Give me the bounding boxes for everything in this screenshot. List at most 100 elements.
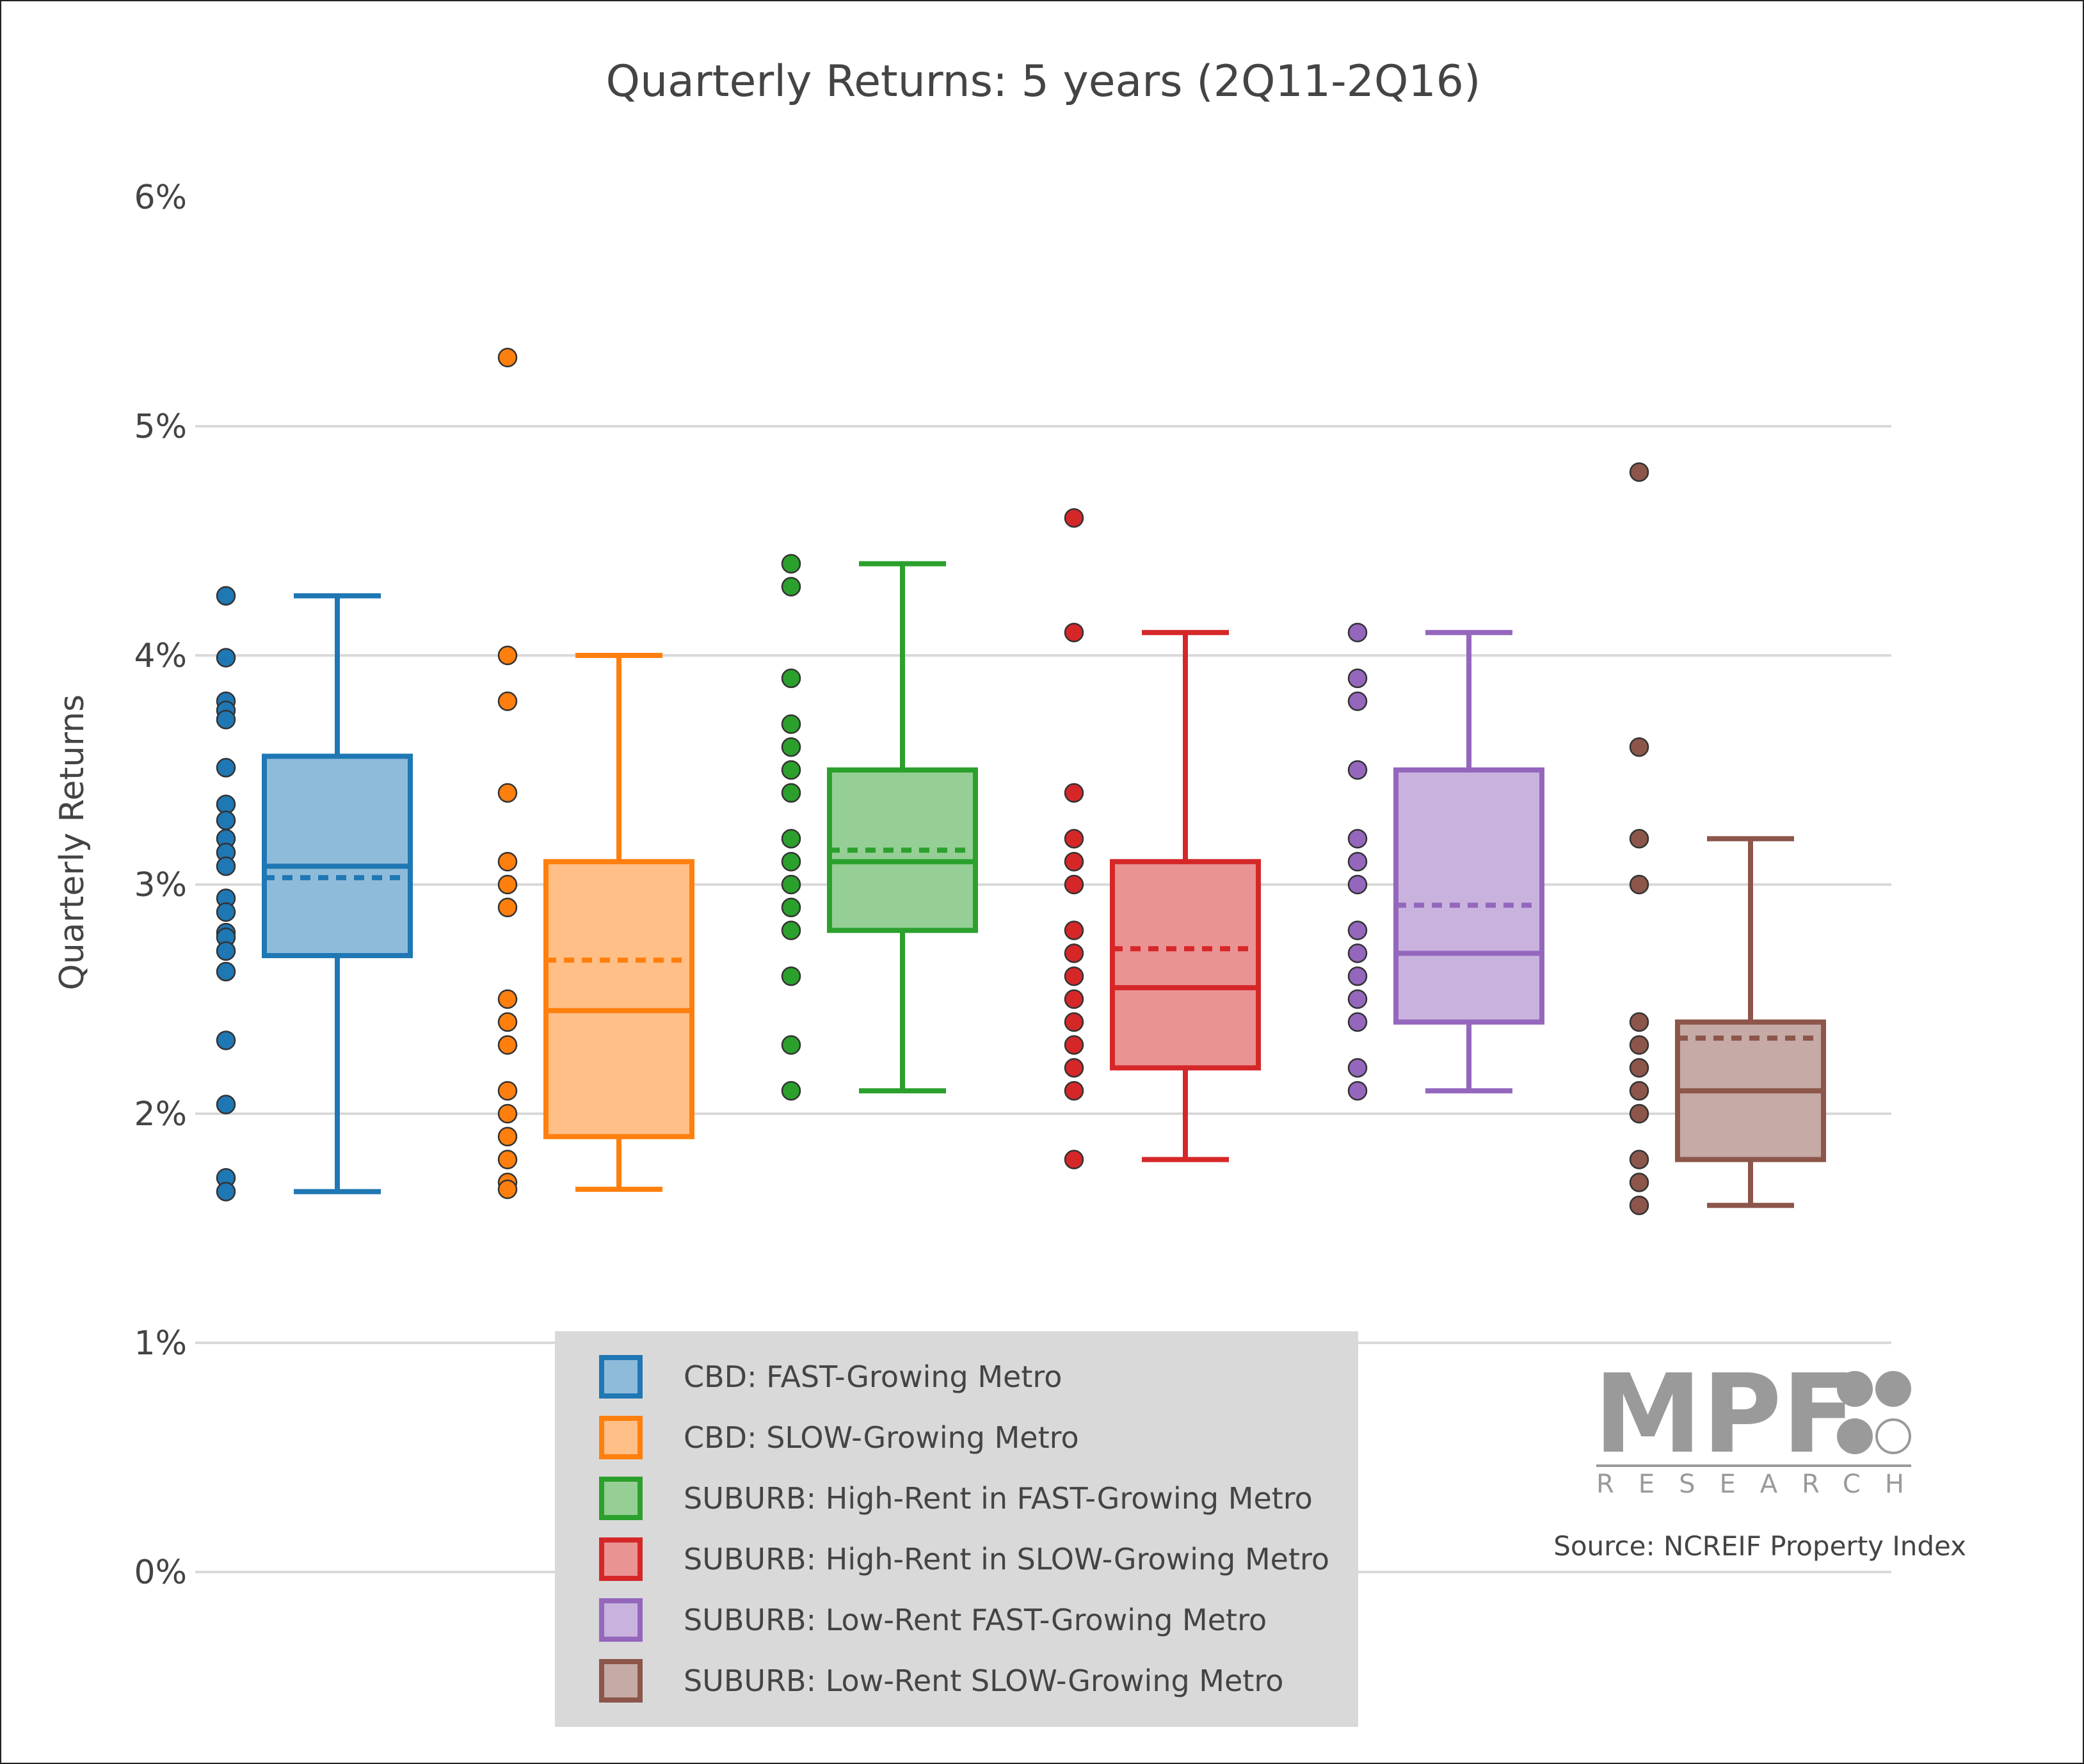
data-point <box>1064 943 1084 963</box>
data-point <box>1064 874 1084 895</box>
data-point <box>1347 966 1368 986</box>
box-iqr <box>543 859 694 1139</box>
data-point <box>1347 943 1368 963</box>
data-point <box>1347 1012 1368 1032</box>
data-point <box>497 691 518 711</box>
data-point <box>1064 622 1084 643</box>
data-point <box>1629 874 1649 895</box>
data-point <box>1629 829 1649 849</box>
data-point <box>1629 1103 1649 1124</box>
data-point <box>1629 737 1649 757</box>
data-point <box>497 348 518 367</box>
data-point <box>497 851 518 872</box>
data-point <box>1347 622 1368 643</box>
y-tick-label: 5% <box>134 408 188 446</box>
data-point <box>497 1127 518 1147</box>
data-point <box>216 810 236 831</box>
box-group-3 <box>781 554 978 1101</box>
legend-background <box>555 1331 1358 1727</box>
data-point <box>216 941 236 961</box>
legend-entry-label: CBD: SLOW-Growing Metro <box>684 1420 1079 1455</box>
data-point <box>1347 829 1368 849</box>
data-point <box>1629 1173 1649 1192</box>
logo-dot-icon <box>1837 1418 1873 1454</box>
data-point <box>216 1030 236 1050</box>
data-point <box>781 760 801 780</box>
data-point <box>1347 691 1368 711</box>
data-point <box>1064 1012 1084 1032</box>
legend-entry-label: SUBURB: Low-Rent SLOW-Growing Metro <box>684 1664 1283 1698</box>
data-point <box>497 1035 518 1055</box>
data-point <box>781 1035 801 1055</box>
data-point <box>497 1012 518 1032</box>
data-point <box>497 989 518 1009</box>
data-point <box>1347 920 1368 940</box>
data-point <box>216 902 236 922</box>
data-point <box>216 586 236 606</box>
data-point <box>1064 1080 1084 1101</box>
data-point <box>497 783 518 803</box>
data-point <box>1629 1150 1649 1169</box>
y-tick-label: 1% <box>134 1324 188 1363</box>
box-series <box>216 348 1826 1215</box>
data-point <box>1064 1035 1084 1055</box>
y-tick-label: 0% <box>134 1553 188 1592</box>
legend-swatch <box>599 1537 643 1581</box>
logo-mpf-text: MPF <box>1594 1351 1856 1478</box>
data-point <box>1064 851 1084 872</box>
logo-research-text: RESEARCH <box>1596 1470 1928 1499</box>
box-iqr <box>1110 859 1261 1071</box>
data-point <box>781 920 801 940</box>
data-point <box>781 829 801 849</box>
data-point <box>1064 1058 1084 1078</box>
box-group-5 <box>1347 622 1544 1101</box>
data-point <box>1064 783 1084 803</box>
data-point <box>216 794 236 814</box>
logo-ring-icon <box>1875 1418 1911 1454</box>
data-point <box>216 758 236 778</box>
data-point <box>497 1103 518 1124</box>
data-point <box>1629 1058 1649 1078</box>
logo-dot-icon <box>1837 1371 1873 1407</box>
data-point <box>216 1182 236 1201</box>
data-point <box>781 874 801 895</box>
data-point <box>1347 874 1368 895</box>
data-point <box>216 709 236 730</box>
box-group-1 <box>216 586 413 1201</box>
box-group-4 <box>1064 508 1261 1169</box>
data-point <box>1064 1150 1084 1169</box>
legend-swatch <box>599 1416 643 1459</box>
data-point <box>1347 760 1368 780</box>
data-point <box>1629 1195 1649 1215</box>
data-point <box>1064 920 1084 940</box>
data-point <box>216 961 236 982</box>
box-iqr <box>262 753 413 958</box>
y-tick-label: 3% <box>134 866 188 904</box>
legend-swatch <box>599 1659 643 1703</box>
y-axis-label: Quarterly Returns <box>53 694 92 990</box>
data-point <box>1347 989 1368 1009</box>
data-point <box>497 874 518 895</box>
source-note: Source: NCREIF Property Index <box>1553 1530 1966 1562</box>
data-point <box>781 851 801 872</box>
data-point <box>1347 668 1368 689</box>
legend: CBD: FAST-Growing Metro CBD: SLOW-Growing… <box>555 1331 1358 1727</box>
data-point <box>781 668 801 689</box>
legend-entry-label: SUBURB: High-Rent in SLOW-Growing Metro <box>684 1542 1329 1576</box>
y-tick-label: 2% <box>134 1095 188 1134</box>
box-iqr <box>1393 767 1544 1025</box>
legend-swatch <box>599 1598 643 1642</box>
legend-entry-label: CBD: FAST-Growing Metro <box>684 1359 1062 1394</box>
data-point <box>1064 989 1084 1009</box>
chart-title: Quarterly Returns: 5 years (2Q11-2Q16) <box>606 56 1481 107</box>
data-point <box>781 1080 801 1101</box>
data-point <box>1064 508 1084 528</box>
data-point <box>497 1080 518 1101</box>
data-point <box>781 577 801 597</box>
data-point <box>1347 851 1368 872</box>
data-point <box>497 645 518 666</box>
data-point <box>1629 1035 1649 1055</box>
data-point <box>1629 462 1649 482</box>
data-point <box>1347 1058 1368 1078</box>
